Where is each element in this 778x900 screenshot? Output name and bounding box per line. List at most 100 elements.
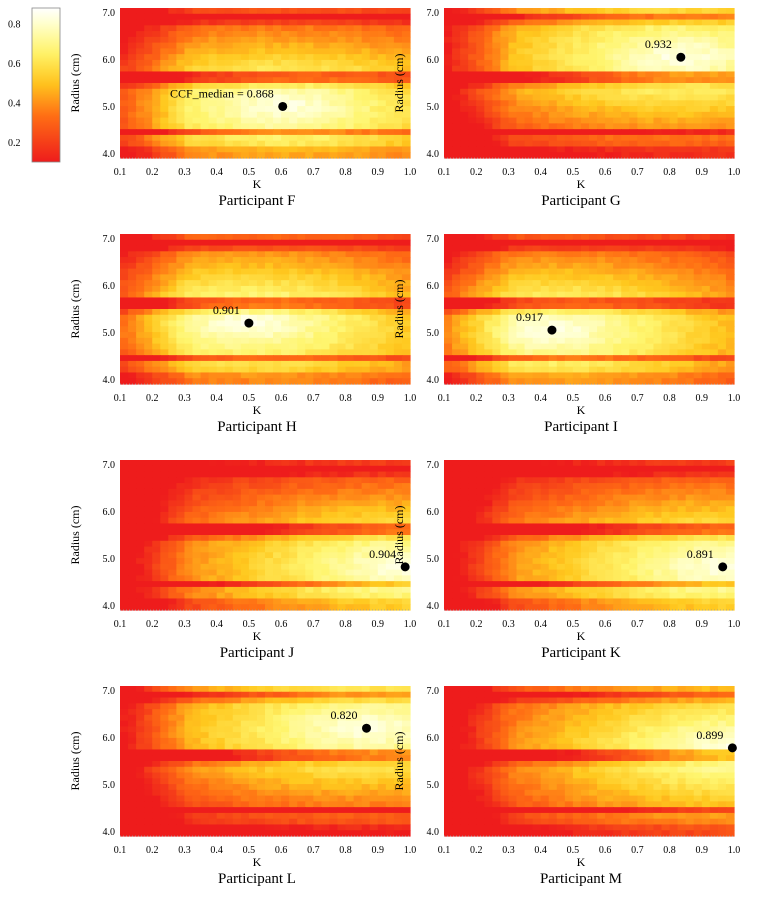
heatmap-cell [369, 546, 379, 553]
heatmap-cell [321, 355, 331, 362]
heatmap-cell [621, 378, 630, 385]
heatmap-cell [273, 25, 282, 32]
heatmap-cell [361, 19, 371, 26]
heatmap-cell [572, 31, 582, 38]
heatmap-cell [669, 146, 679, 153]
heatmap-cell [353, 477, 363, 484]
heatmap-cell [208, 529, 218, 536]
heatmap-cell [281, 268, 290, 275]
heatmap-cell [224, 529, 234, 536]
heatmap-cell [468, 88, 477, 96]
heatmap-cell [516, 48, 526, 55]
heatmap-cell [677, 274, 687, 281]
heatmap-cell [136, 372, 145, 379]
heatmap-cell [273, 274, 282, 281]
best-point-marker [244, 318, 254, 328]
heatmap-cell [613, 471, 622, 478]
heatmap-cell [184, 8, 194, 15]
heatmap-cell [265, 59, 274, 67]
heatmap-cell [500, 355, 510, 362]
heatmap-cell [361, 262, 371, 270]
heatmap-cell [361, 494, 371, 501]
heatmap-cell [524, 349, 534, 356]
heatmap-cell [500, 94, 510, 101]
heatmap-cell [605, 106, 614, 113]
heatmap-cells [444, 8, 735, 159]
heatmap-cell [240, 262, 250, 270]
heatmap-cell [232, 471, 242, 478]
heatmap-cell [265, 36, 274, 44]
heatmap-cell [621, 291, 630, 299]
heatmap-cell [184, 604, 194, 611]
heatmap-cell [385, 152, 395, 159]
heatmap-cell [152, 569, 161, 576]
heatmap-cell [200, 355, 210, 362]
heatmap-cell [208, 268, 218, 275]
heatmap-cell [224, 19, 234, 26]
heatmap-cell [476, 88, 485, 96]
heatmap-cell [653, 262, 663, 270]
heatmap-cell [385, 54, 395, 61]
heatmap-cell [580, 257, 590, 264]
heatmap-cell [369, 598, 379, 605]
heatmap-cell [524, 111, 534, 119]
heatmap-cell [281, 234, 290, 241]
heatmap-cell [289, 71, 298, 78]
heatmap-cell [685, 140, 695, 148]
heatmap-cell [621, 123, 630, 130]
heatmap-cell [345, 535, 355, 542]
heatmap-cell [321, 563, 331, 571]
heatmap-cell [693, 483, 703, 490]
heatmap-cell [500, 309, 510, 316]
heatmap-cell [661, 88, 671, 96]
heatmap-cell [661, 477, 671, 484]
heatmap-cell [152, 36, 161, 44]
heatmap-cell [500, 19, 510, 26]
heatmap-cell [401, 77, 411, 84]
heatmap-cell [452, 54, 461, 61]
heatmap-cell [128, 8, 137, 15]
heatmap-cell [120, 245, 129, 252]
panel-title: Participant I [544, 419, 618, 435]
y-axis-label: Radius (cm) [392, 280, 406, 339]
heatmap-cell [184, 111, 194, 119]
heatmap-cell [492, 280, 501, 287]
heatmap-cell [353, 488, 363, 496]
heatmap-cell [329, 129, 339, 136]
heatmap-cell [305, 546, 314, 553]
heatmap-cell [605, 332, 614, 339]
heatmap-cell [120, 251, 129, 258]
heatmap-cell [492, 285, 501, 293]
heatmap-cell [192, 471, 202, 478]
heatmap-cell [653, 239, 663, 247]
heatmap-cell [248, 106, 258, 113]
heatmap-cell [136, 349, 145, 356]
heatmap-cell [313, 366, 322, 374]
heatmap-cell [321, 257, 331, 264]
heatmap-cell [532, 100, 542, 107]
heatmap-cell [224, 604, 234, 611]
heatmap-cell [208, 134, 218, 142]
heatmap-cell [152, 94, 161, 101]
heatmap-cell [693, 477, 703, 484]
heatmap-cell [508, 65, 518, 73]
heatmap-cell [401, 117, 411, 124]
heatmap-cell [297, 343, 306, 350]
heatmap-cell [369, 111, 379, 119]
heatmap-cell [192, 314, 202, 322]
x-axis-label: K [577, 403, 586, 417]
heatmap-cell [216, 268, 226, 275]
heatmap-cell [136, 529, 145, 536]
heatmap-cell [597, 320, 606, 327]
heatmap-cell [613, 54, 622, 61]
heatmap-cell [369, 460, 379, 467]
heatmap-cell [572, 488, 582, 496]
heatmap-cell [281, 535, 290, 542]
heatmap-cell [273, 506, 282, 513]
heatmap-cell [548, 106, 558, 113]
heatmap-cell [393, 291, 403, 299]
heatmap-cell [661, 465, 671, 473]
heatmap-cell [345, 59, 355, 67]
heatmap-cell [572, 465, 582, 473]
heatmap-cell [709, 460, 719, 467]
